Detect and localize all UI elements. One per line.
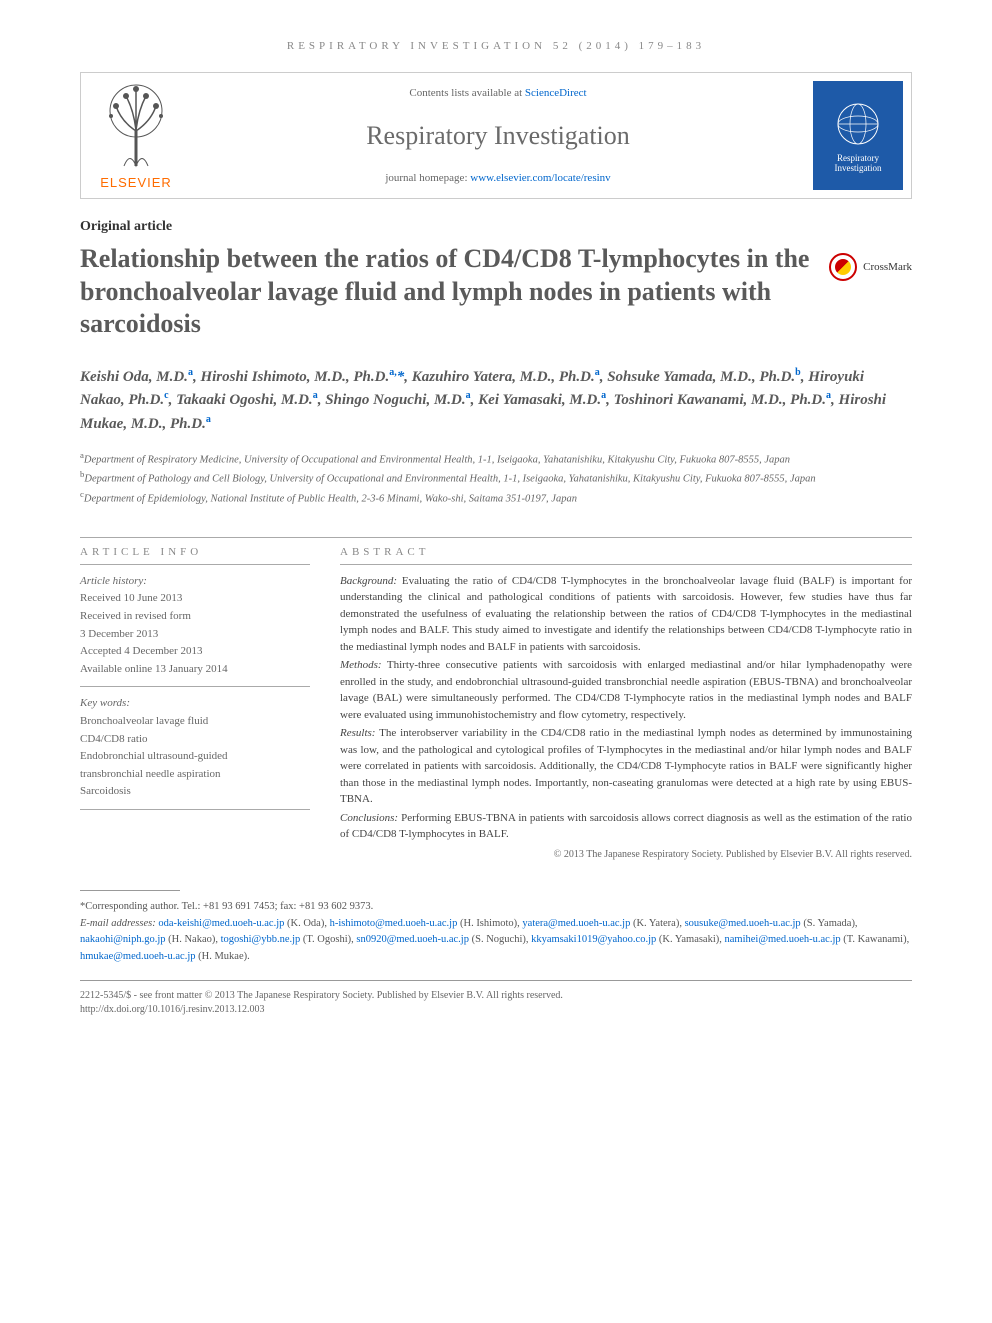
cover-label: Respiratory Investigation	[813, 153, 903, 173]
footnotes: *Corresponding author. Tel.: +81 93 691 …	[80, 899, 912, 966]
history-line: 3 December 2013	[80, 626, 310, 644]
history-line: Received 10 June 2013	[80, 590, 310, 608]
email-link[interactable]: nakaohi@niph.go.jp	[80, 934, 166, 945]
journal-cover-thumb[interactable]: Respiratory Investigation	[813, 81, 903, 190]
crossmark-label: CrossMark	[863, 261, 912, 273]
footnotes-rule	[80, 890, 180, 891]
corresponding-author: *Corresponding author. Tel.: +81 93 691 …	[80, 899, 912, 916]
abstract-heading: abstract	[340, 538, 912, 564]
article-info-column: article info Article history: Received 1…	[80, 538, 310, 860]
keyword: Endobronchial ultrasound-guided	[80, 748, 310, 766]
bottom-rule	[80, 980, 912, 981]
article-info-heading: article info	[80, 538, 310, 564]
abstract-copyright: © 2013 The Japanese Respiratory Society.…	[340, 849, 912, 860]
keyword: Bronchoalveolar lavage fluid	[80, 713, 310, 731]
affiliations: aDepartment of Respiratory Medicine, Uni…	[80, 449, 912, 507]
email-link[interactable]: yatera@med.uoeh-u.ac.jp	[522, 918, 630, 929]
affiliation: bDepartment of Pathology and Cell Biolog…	[80, 468, 912, 487]
elsevier-tree-icon	[96, 81, 176, 171]
doi-line: http://dx.doi.org/10.1016/j.resinv.2013.…	[80, 1003, 912, 1017]
abstract-body: Background: Evaluating the ratio of CD4/…	[340, 564, 912, 843]
email-link[interactable]: hmukae@med.uoeh-u.ac.jp	[80, 951, 196, 962]
keywords-label: Key words:	[80, 695, 310, 713]
abstract-paragraph: Methods: Thirty-three consecutive patien…	[340, 657, 912, 723]
email-link[interactable]: oda-keishi@med.uoeh-u.ac.jp	[158, 918, 284, 929]
journal-header-box: ELSEVIER Contents lists available at Sci…	[80, 72, 912, 199]
sciencedirect-link[interactable]: ScienceDirect	[525, 87, 587, 99]
email-link[interactable]: togoshi@ybb.ne.jp	[221, 934, 301, 945]
abstract-paragraph: Background: Evaluating the ratio of CD4/…	[340, 573, 912, 656]
history-line: Available online 13 January 2014	[80, 661, 310, 679]
elsevier-wordmark: ELSEVIER	[100, 175, 172, 190]
affiliation: aDepartment of Respiratory Medicine, Uni…	[80, 449, 912, 468]
history-line: Received in revised form	[80, 608, 310, 626]
authors-list: Keishi Oda, M.D.a, Hiroshi Ishimoto, M.D…	[80, 365, 912, 436]
homepage-prefix: journal homepage:	[385, 172, 470, 184]
article-type: Original article	[80, 219, 912, 235]
keyword: transbronchial needle aspiration	[80, 766, 310, 784]
contents-prefix: Contents lists available at	[409, 87, 524, 99]
front-matter-line: 2212-5345/$ - see front matter © 2013 Th…	[80, 989, 912, 1003]
issn-block: 2212-5345/$ - see front matter © 2013 Th…	[80, 989, 912, 1017]
crossmark-icon	[829, 253, 857, 281]
keyword: Sarcoidosis	[80, 783, 310, 801]
header-center: Contents lists available at ScienceDirec…	[191, 73, 805, 198]
journal-name: Respiratory Investigation	[201, 121, 795, 151]
email-link[interactable]: sn0920@med.uoeh-u.ac.jp	[356, 934, 469, 945]
history-line: Accepted 4 December 2013	[80, 643, 310, 661]
elsevier-logo[interactable]: ELSEVIER	[81, 73, 191, 198]
email-addresses: E-mail addresses: oda-keishi@med.uoeh-u.…	[80, 916, 912, 966]
history-label: Article history:	[80, 573, 310, 591]
crossmark-badge[interactable]: CrossMark	[829, 253, 912, 281]
cover-globe-icon	[833, 99, 883, 149]
affiliation: cDepartment of Epidemiology, National In…	[80, 488, 912, 507]
homepage-link[interactable]: www.elsevier.com/locate/resinv	[470, 172, 610, 184]
homepage-line: journal homepage: www.elsevier.com/locat…	[201, 172, 795, 184]
abstract-paragraph: Results: The interobserver variability i…	[340, 725, 912, 808]
article-history-block: Article history: Received 10 June 2013Re…	[80, 564, 310, 687]
article-title: Relationship between the ratios of CD4/C…	[80, 243, 912, 341]
keyword: CD4/CD8 ratio	[80, 731, 310, 749]
email-link[interactable]: kkyamsaki1019@yahoo.co.jp	[531, 934, 656, 945]
abstract-column: abstract Background: Evaluating the rati…	[340, 538, 912, 860]
contents-list-line: Contents lists available at ScienceDirec…	[201, 87, 795, 99]
running-header: RESPIRATORY INVESTIGATION 52 (2014) 179–…	[80, 40, 912, 52]
abstract-paragraph: Conclusions: Performing EBUS-TBNA in pat…	[340, 810, 912, 843]
email-link[interactable]: h-ishimoto@med.uoeh-u.ac.jp	[330, 918, 458, 929]
keywords-block: Key words: Bronchoalveolar lavage fluidC…	[80, 686, 310, 810]
email-link[interactable]: namihei@med.uoeh-u.ac.jp	[725, 934, 841, 945]
email-link[interactable]: sousuke@med.uoeh-u.ac.jp	[685, 918, 801, 929]
